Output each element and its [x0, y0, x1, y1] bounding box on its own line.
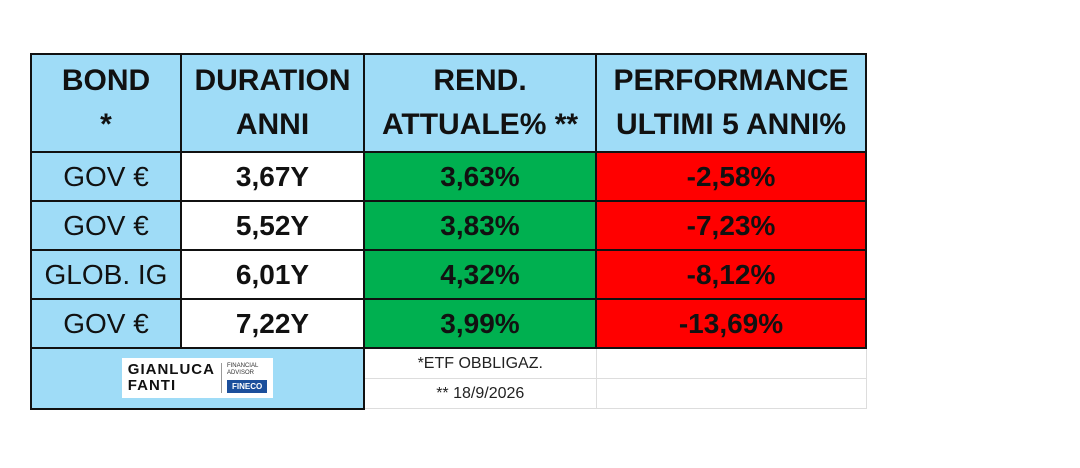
logo-name: GIANLUCA FANTI: [128, 362, 215, 394]
data-cell: -8,12%: [595, 249, 867, 300]
data-cell: GOV €: [30, 298, 182, 349]
data-cell: 3,67Y: [180, 151, 365, 202]
empty-cell: [595, 378, 867, 409]
header-cell: REND. ATTUALE% **: [363, 53, 597, 153]
data-cell: 7,22Y: [180, 298, 365, 349]
header-cell: PERFORMANCE ULTIMI 5 ANNI%: [595, 53, 867, 153]
data-cell: -13,69%: [595, 298, 867, 349]
logo-role: FINANCIAL: [226, 363, 259, 370]
data-cell: 3,63%: [363, 151, 597, 202]
data-row: GLOB. IG 6,01Y 4,32% -8,12%: [30, 249, 867, 300]
logo-name-text: FANTI: [127, 377, 177, 395]
header-text: REND.: [433, 64, 527, 97]
logo-name-text: GIANLUCA: [127, 361, 215, 379]
logo-role: ADVISOR: [226, 370, 254, 377]
header-text: DURATION: [194, 64, 351, 97]
header-text: BOND: [61, 64, 151, 97]
header-cell: DURATION ANNI: [180, 53, 365, 153]
header-text: ULTIMI 5 ANNI%: [616, 108, 846, 141]
header-text: ANNI: [235, 108, 310, 141]
logo-brand: FINECO: [226, 380, 268, 394]
note-cell: ** 18/9/2026: [363, 378, 597, 409]
data-cell: 5,52Y: [180, 200, 365, 251]
data-cell: 6,01Y: [180, 249, 365, 300]
data-cell: 3,99%: [363, 298, 597, 349]
data-row: GOV €3,67Y 3,63% -2,58%: [30, 151, 867, 202]
logo: GIANLUCA FANTI FINANCIAL ADVISOR FINECO: [121, 358, 274, 399]
table: BOND * DURATION ANNI REND. ATTUALE% ** PERFORM…: [30, 53, 867, 410]
data-cell: 4,32%: [363, 249, 597, 300]
data-cell: -7,23%: [595, 200, 867, 251]
data-row: GOV €7,22Y 3,99% -13,69%: [30, 298, 867, 349]
data-cell: GLOB. IG: [30, 249, 182, 300]
logo-cell: GIANLUCA FANTI FINANCIAL ADVISOR FINECO: [30, 347, 365, 410]
footer-row: GIANLUCA FANTI FINANCIAL ADVISOR FINECO *ETF …: [30, 347, 867, 410]
footer-row: ** 18/9/2026: [31, 378, 867, 409]
header-row: BOND * DURATION ANNI REND. ATTUALE% ** PERFORM…: [30, 53, 867, 153]
data-cell: GOV €: [30, 200, 182, 251]
data-cell: -2,58%: [595, 151, 867, 202]
note-cell: *ETF OBBLIGAZ.: [363, 347, 597, 379]
header-text: *: [100, 108, 112, 141]
data-row: GOV €5,52Y 3,83% -7,23%: [30, 200, 867, 251]
header-text: ATTUALE% **: [381, 108, 579, 141]
data-cell: 3,83%: [363, 200, 597, 251]
data-cell: GOV €: [30, 151, 182, 202]
header-cell: BOND *: [30, 53, 182, 153]
header-text: PERFORMANCE: [613, 64, 849, 97]
logo-right: FINANCIAL ADVISOR FINECO: [220, 363, 268, 394]
empty-cell: [595, 347, 867, 379]
